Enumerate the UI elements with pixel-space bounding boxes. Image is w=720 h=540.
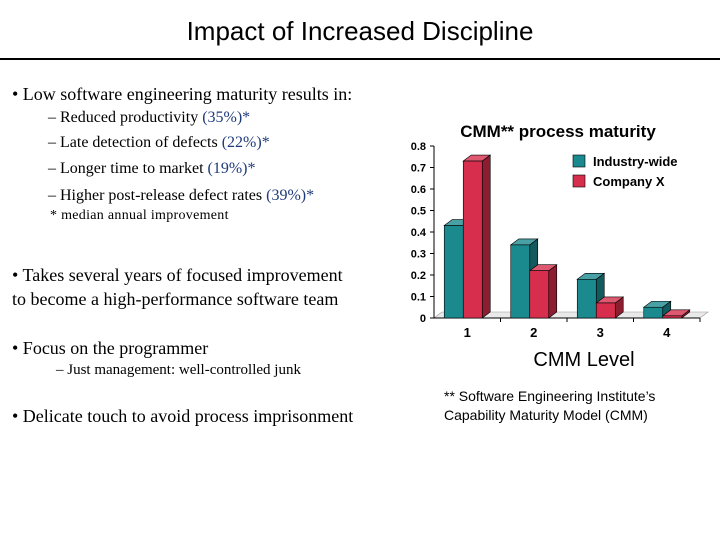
bar-company-x-level-4 (661, 309, 691, 319)
bar-company-x-level-1 (462, 154, 492, 319)
sub-item-text: – Longer time to market (48, 160, 208, 177)
y-tick-label: 0.1 (411, 292, 426, 304)
y-tick-label: 0.2 (411, 270, 426, 282)
footnote-line-1: ** Software Engineering Institute’s (444, 388, 656, 404)
sub-item-time-to-market: – Longer time to market (19%)* (48, 160, 256, 178)
chart-bars (443, 154, 691, 319)
y-tick-label: 0.4 (411, 227, 427, 239)
x-tick-label: 4 (663, 325, 671, 340)
legend-label-industry-wide: Industry-wide (593, 154, 678, 169)
bar-company-x-level-2 (528, 264, 558, 319)
title-divider (0, 58, 720, 60)
bullet-several-years: • Takes several years of focused improve… (12, 265, 343, 285)
bar-front (662, 315, 683, 319)
footnote-line-2: Capability Maturity Model (CMM) (444, 407, 648, 423)
bar-front (576, 278, 597, 319)
sub-item-text: – Reduced productivity (48, 109, 203, 126)
sub-item-post-release: – Higher post-release defect rates (39%)… (48, 187, 314, 205)
y-tick-label: 0.8 (411, 141, 426, 153)
bar-company-x-level-3 (595, 296, 625, 319)
sub-item-defect-detection: – Late detection of defects (22%)* (48, 134, 270, 152)
y-tick-label: 0.7 (411, 163, 426, 175)
sub-item-text: – Late detection of defects (48, 134, 222, 151)
bullet-delicate-touch: • Delicate touch to avoid process impris… (12, 406, 354, 426)
x-axis-label: CMM Level (533, 349, 634, 371)
bullet-several-years-cont: to become a high-performance software te… (12, 289, 339, 309)
legend-swatch-industry-wide (572, 154, 586, 168)
y-tick-label: 0.3 (411, 249, 426, 261)
bar-front (462, 160, 483, 319)
bar-front (643, 306, 664, 319)
bar-front (595, 302, 616, 319)
y-tick-label: 0.5 (411, 206, 426, 218)
legend-swatch-company-x (572, 174, 586, 188)
sub-item-percent: (19%)* (207, 160, 256, 177)
chart-ticks: 0 0.1 0.2 0.3 0.4 0.5 0.6 0.7 0.8 1 2 3 4 (411, 141, 701, 340)
sub-item-text: – Higher post-release defect rates (48, 187, 267, 204)
y-tick-label: 0 (420, 313, 426, 325)
sub-item-management: – Just management: well-controlled junk (56, 362, 301, 378)
slide-title: Impact of Increased Discipline (186, 16, 534, 46)
x-tick-label: 3 (597, 325, 604, 340)
sub-item-productivity: – Reduced productivity (35%)* (48, 109, 250, 127)
sub-item-percent: (22%)* (221, 134, 270, 151)
legend-label-company-x: Company X (593, 174, 665, 189)
y-tick-label: 0.6 (411, 184, 426, 196)
bar-side (481, 154, 491, 319)
x-tick-label: 1 (464, 325, 471, 340)
bar-front (529, 270, 550, 319)
chart-legend: Industry-wide Company X (572, 154, 678, 189)
bar-front (510, 244, 531, 319)
bullet-low-maturity: • Low software engineering maturity resu… (12, 84, 353, 104)
median-note: * median annual improvement (50, 208, 229, 223)
x-tick-label: 2 (530, 325, 537, 340)
chart-title: CMM** process maturity (460, 122, 656, 141)
bullet-focus-programmer: • Focus on the programmer (12, 338, 209, 358)
sub-item-percent: (35%)* (202, 109, 251, 126)
bar-front (443, 225, 464, 319)
sub-item-percent: (39%)* (266, 187, 315, 204)
bar-side (548, 264, 558, 319)
